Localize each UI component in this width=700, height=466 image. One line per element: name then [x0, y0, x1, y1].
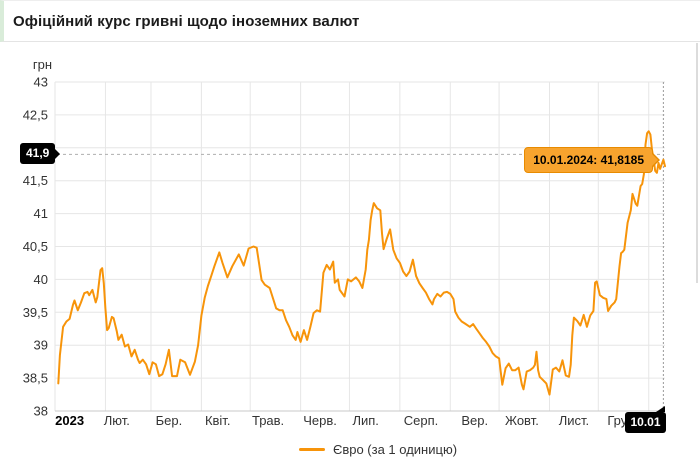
y-tick-label: 39	[34, 338, 48, 353]
x-tick-label: Жовт.	[505, 413, 539, 428]
tooltip-text: 10.01.2024: 41,8185	[533, 153, 644, 167]
y-tick-label: 41,5	[23, 173, 48, 188]
y-tick-label: 38,5	[23, 371, 48, 386]
x-tick-label: Бер.	[156, 413, 183, 428]
x-tick-label: Лют.	[104, 413, 130, 428]
y-tick-label: 40,5	[23, 239, 48, 254]
chart-title-bar: Офіційний курс гривні щодо іноземних вал…	[0, 0, 700, 42]
x-tick-label: Трав.	[252, 413, 284, 428]
y-tick-label: 42,5	[23, 107, 48, 122]
page-title: Офіційний курс гривні щодо іноземних вал…	[13, 12, 360, 30]
y-tick-label: 41	[34, 206, 48, 221]
y-axis-unit-label: грн	[33, 57, 52, 72]
eur-series-line	[57, 130, 666, 396]
y-tick-label: 43	[34, 75, 48, 90]
crosshair-x-date-flag: 10.01	[625, 406, 666, 433]
series-line-marker-icon	[298, 448, 325, 451]
datapoint-tooltip: 10.01.2024: 41,8185	[524, 147, 660, 173]
exchange-rate-chart[interactable]: 4342,54241,54140,54039,53938,538грн2023Л…	[0, 43, 700, 466]
y-tick-label: 38	[34, 404, 48, 419]
crosshair-y-value: 41,9	[26, 146, 50, 160]
crosshair-x-date: 10.01	[630, 415, 661, 429]
x-tick-label: Вер.	[461, 413, 488, 428]
scrollbar-thumb[interactable]	[696, 43, 698, 283]
x-tick-label: Квіт.	[205, 413, 231, 428]
legend-label: Євро (за 1 одиницю)	[332, 442, 458, 457]
y-tick-label: 39,5	[23, 305, 48, 320]
x-tick-label: Черв.	[303, 413, 337, 428]
x-tick-label: 2023	[55, 413, 84, 428]
crosshair-y-value-flag: 41,9	[20, 143, 61, 164]
y-tick-label: 40	[34, 272, 48, 287]
x-tick-label: Лист.	[559, 413, 589, 428]
x-tick-label: Лип.	[352, 413, 378, 428]
gridlines	[54, 81, 665, 412]
x-tick-label: Серп.	[404, 413, 439, 428]
axis-labels: 4342,54241,54140,54039,53938,538грн2023Л…	[23, 57, 638, 428]
legend-item-euro[interactable]: Євро (за 1 одиницю)	[56, 442, 700, 457]
plot-canvas[interactable]: 4342,54241,54140,54039,53938,538грн2023Л…	[0, 43, 700, 466]
